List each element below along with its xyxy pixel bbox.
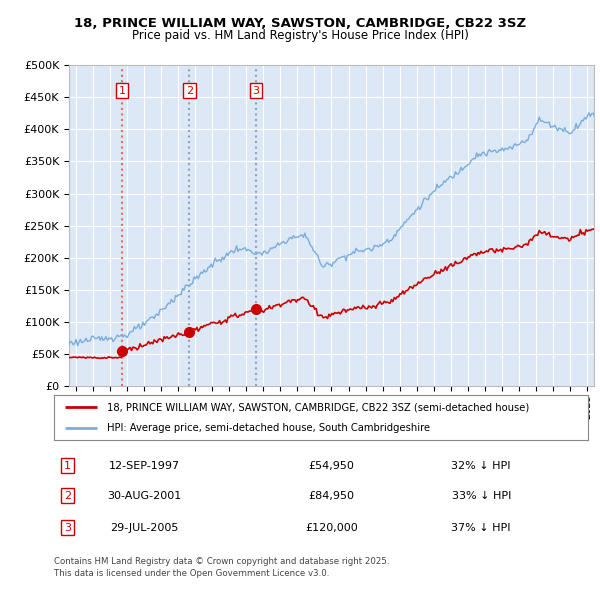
Text: 32% ↓ HPI: 32% ↓ HPI [451,461,511,470]
Text: Price paid vs. HM Land Registry's House Price Index (HPI): Price paid vs. HM Land Registry's House … [131,29,469,42]
Text: 1: 1 [64,461,71,470]
Text: 3: 3 [64,523,71,533]
Text: 1: 1 [119,86,125,96]
Text: 12-SEP-1997: 12-SEP-1997 [109,461,181,470]
Text: Contains HM Land Registry data © Crown copyright and database right 2025.
This d: Contains HM Land Registry data © Crown c… [54,557,389,578]
Text: HPI: Average price, semi-detached house, South Cambridgeshire: HPI: Average price, semi-detached house,… [107,422,431,432]
Text: 3: 3 [253,86,259,96]
Text: £84,950: £84,950 [308,491,355,500]
Text: 33% ↓ HPI: 33% ↓ HPI [452,491,511,500]
Text: 29-JUL-2005: 29-JUL-2005 [110,523,179,533]
Text: £120,000: £120,000 [305,523,358,533]
Text: £54,950: £54,950 [309,461,355,470]
Text: 2: 2 [64,491,71,500]
Text: 2: 2 [186,86,193,96]
Text: 18, PRINCE WILLIAM WAY, SAWSTON, CAMBRIDGE, CB22 3SZ: 18, PRINCE WILLIAM WAY, SAWSTON, CAMBRID… [74,17,526,30]
Text: 30-AUG-2001: 30-AUG-2001 [107,491,182,500]
Text: 18, PRINCE WILLIAM WAY, SAWSTON, CAMBRIDGE, CB22 3SZ (semi-detached house): 18, PRINCE WILLIAM WAY, SAWSTON, CAMBRID… [107,402,530,412]
Text: 37% ↓ HPI: 37% ↓ HPI [451,523,511,533]
